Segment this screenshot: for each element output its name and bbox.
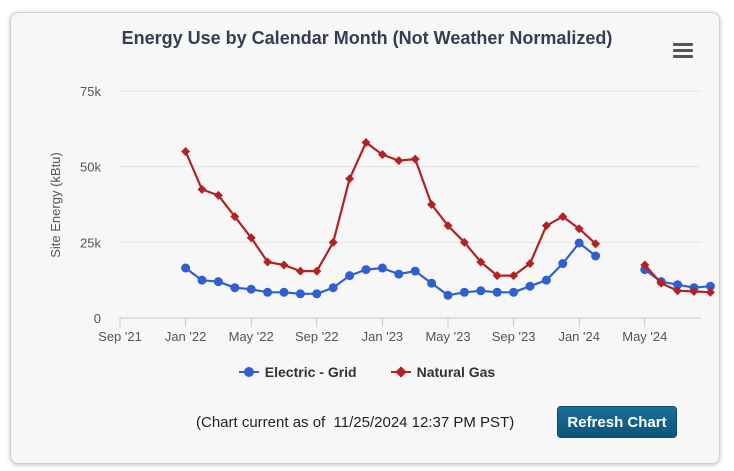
data-point	[312, 289, 322, 299]
data-point	[230, 283, 240, 293]
data-point	[492, 287, 502, 297]
data-point	[574, 224, 584, 234]
legend-label-electric-grid: Electric - Grid	[264, 364, 357, 380]
legend-item-electric-grid[interactable]: Electric - Grid	[238, 364, 357, 380]
data-point	[558, 259, 568, 269]
data-point	[427, 278, 437, 288]
x-tick-label: May '23	[425, 329, 470, 344]
data-point	[377, 150, 387, 160]
legend-circle-icon	[238, 366, 259, 378]
chart-title: Energy Use by Calendar Month (Not Weathe…	[121, 28, 613, 48]
data-point	[263, 257, 273, 267]
data-point	[525, 259, 535, 269]
data-point	[525, 281, 535, 291]
data-point	[705, 287, 715, 297]
x-tick-label: Jan '23	[362, 329, 404, 344]
refresh-chart-button[interactable]: Refresh Chart	[557, 406, 677, 438]
data-point	[328, 283, 338, 293]
data-point	[427, 200, 437, 209]
data-point	[312, 266, 322, 276]
data-point	[377, 263, 387, 273]
axis-labels: 0 25k 50k 75k Sep '21 Jan '22 May '22 Sep '22 Ja…	[80, 84, 667, 344]
data-point	[410, 266, 420, 276]
series-line	[184, 241, 711, 297]
data-point	[640, 260, 650, 270]
data-point	[361, 265, 371, 275]
data-point	[476, 286, 486, 296]
data-point	[443, 290, 453, 300]
chart-current-as-of: (Chart current as of 11/25/2024 12:37 PM…	[196, 414, 515, 431]
data-point	[213, 190, 223, 200]
data-point	[509, 271, 519, 281]
data-point	[541, 221, 551, 231]
chart-panel	[10, 12, 720, 464]
data-point	[591, 239, 601, 249]
data-point	[181, 147, 191, 157]
data-point	[443, 221, 453, 231]
data-point	[673, 286, 683, 296]
data-point	[361, 137, 371, 147]
y-axis-title: Site Energy (kBtu)	[48, 152, 63, 258]
x-tick-label: Sep '22	[295, 329, 339, 344]
data-point	[197, 275, 207, 285]
data-point	[345, 271, 355, 281]
x-tick-label: May '22	[229, 329, 274, 344]
legend-label-natural-gas: Natural Gas	[416, 364, 496, 380]
data-point	[476, 257, 486, 267]
data-point	[197, 184, 207, 194]
data-point	[328, 237, 338, 247]
chart-legend: Electric - Grid Natural Gas	[0, 364, 734, 380]
data-point	[410, 154, 420, 164]
data-point	[279, 260, 289, 270]
line-chart: 0 25k 50k 75k Sep '21 Jan '22 May '22 Sep '22 Ja…	[48, 84, 715, 344]
data-point	[263, 287, 273, 297]
data-point	[574, 238, 584, 248]
data-point	[246, 233, 256, 243]
x-tick-label: Sep '21	[98, 329, 142, 344]
x-axis	[119, 317, 701, 327]
data-point	[295, 289, 305, 299]
y-tick-label: 25k	[80, 235, 101, 250]
x-tick-label: Sep '23	[492, 329, 536, 344]
legend-diamond-icon	[390, 366, 411, 378]
data-point	[558, 212, 568, 222]
series-line	[184, 141, 711, 294]
data-point	[459, 287, 469, 297]
y-tick-label: 75k	[80, 84, 101, 99]
data-point	[459, 237, 469, 247]
data-point	[246, 284, 256, 294]
data-point	[689, 286, 699, 296]
data-point	[345, 174, 355, 184]
series-lines	[181, 137, 715, 300]
legend-item-natural-gas[interactable]: Natural Gas	[390, 364, 496, 380]
data-point	[673, 280, 683, 290]
data-point	[394, 156, 404, 166]
data-point	[492, 271, 502, 281]
grid-lines	[120, 90, 701, 243]
data-point	[279, 287, 289, 297]
data-point	[230, 212, 240, 222]
x-tick-label: Jan '22	[165, 329, 207, 344]
data-point	[591, 251, 601, 261]
data-point	[541, 275, 551, 285]
data-point	[705, 281, 715, 291]
data-point	[394, 269, 404, 279]
x-tick-label: Jan '24	[558, 329, 600, 344]
x-tick-label: May '24	[622, 329, 667, 344]
data-point	[656, 278, 666, 288]
data-point	[295, 266, 305, 276]
data-point	[181, 263, 191, 273]
y-tick-label: 50k	[80, 160, 101, 175]
y-tick-label: 0	[94, 311, 101, 326]
data-point	[509, 287, 519, 297]
data-point	[213, 277, 223, 287]
hamburger-menu-icon[interactable]	[668, 36, 698, 64]
